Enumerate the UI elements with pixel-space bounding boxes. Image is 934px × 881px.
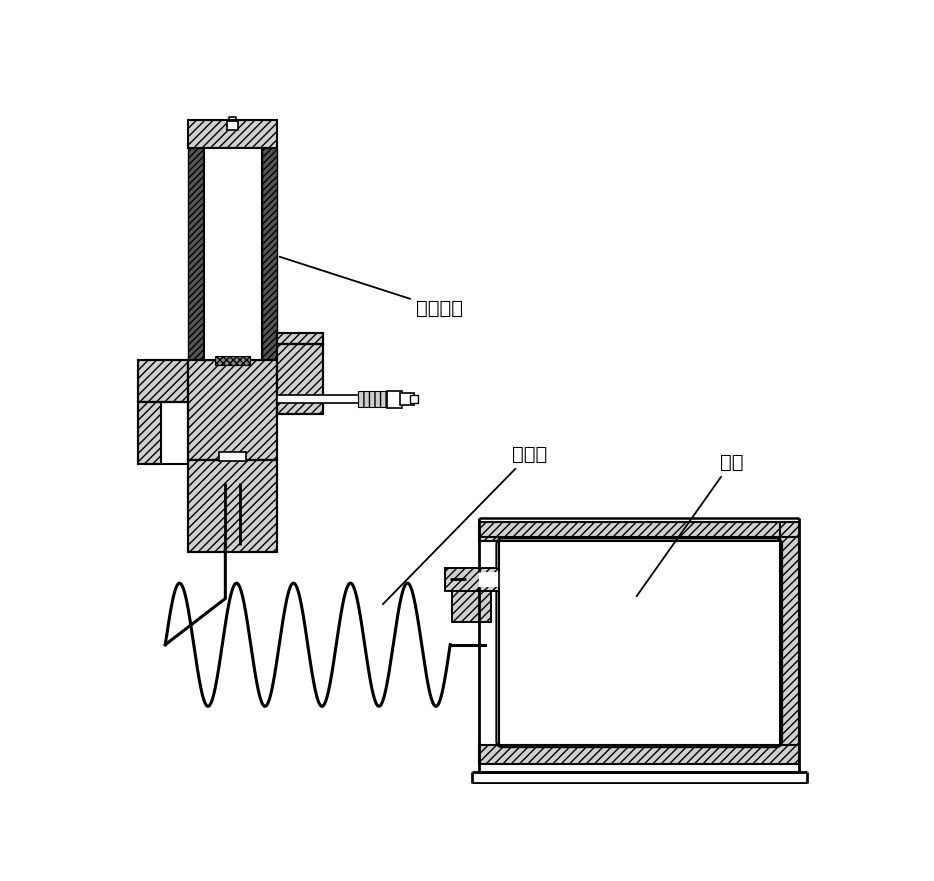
Bar xyxy=(138,359,189,402)
Bar xyxy=(138,359,189,402)
Bar xyxy=(138,402,189,463)
Bar xyxy=(277,344,323,414)
Bar xyxy=(387,390,403,408)
Bar xyxy=(277,396,389,403)
Bar xyxy=(358,391,389,407)
Bar xyxy=(445,567,499,591)
Bar xyxy=(452,591,491,622)
Bar xyxy=(277,333,323,344)
Bar xyxy=(452,591,491,622)
Text: 惯性管: 惯性管 xyxy=(383,445,547,604)
Bar xyxy=(277,333,323,344)
Bar xyxy=(479,572,501,587)
Bar xyxy=(189,148,204,359)
Bar xyxy=(227,121,238,130)
Bar xyxy=(262,148,277,359)
Bar xyxy=(277,344,323,414)
Bar xyxy=(189,359,277,460)
Bar xyxy=(138,402,162,463)
Bar xyxy=(204,148,262,359)
Text: 气库: 气库 xyxy=(637,453,743,596)
Bar xyxy=(400,393,414,405)
Bar xyxy=(410,396,417,403)
Bar xyxy=(445,567,499,591)
Text: 冷指组件: 冷指组件 xyxy=(279,256,462,318)
Bar xyxy=(219,452,247,462)
Bar xyxy=(479,522,799,541)
Bar xyxy=(189,359,277,460)
Bar xyxy=(189,460,277,552)
Bar xyxy=(189,460,277,552)
FancyBboxPatch shape xyxy=(496,538,782,747)
Bar xyxy=(189,120,277,148)
Bar xyxy=(216,356,250,366)
Bar xyxy=(479,744,799,764)
Bar xyxy=(780,522,799,764)
